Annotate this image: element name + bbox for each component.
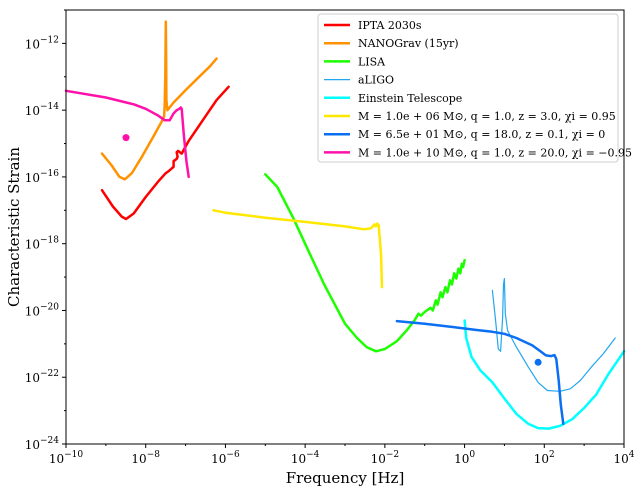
marker-point-1 [534, 358, 542, 366]
series-line-4 [463, 319, 626, 430]
series-line-2 [264, 173, 466, 353]
x-tick-label-3: 10−4 [291, 450, 320, 466]
x-tick-label-2: 10−6 [211, 450, 240, 466]
point-layer [122, 134, 542, 366]
y-tick-label-1: 10−22 [25, 369, 59, 385]
x-tick-label-6: 102 [534, 450, 555, 466]
series-layer [64, 20, 626, 430]
legend-entries: IPTA 2030s NANOGrav (15yr) LISA aLIGO Einste… [324, 19, 632, 159]
series-line-5 [212, 209, 384, 289]
legend-box [317, 13, 619, 163]
x-tick-label-0: 10−10 [49, 450, 84, 466]
x-tick-label-7: 104 [613, 450, 634, 466]
legend-label-2: LISA [358, 55, 386, 68]
series-line-6 [395, 319, 565, 426]
legend-label-4: Einstein Telescope [358, 92, 462, 105]
legend: IPTA 2030s NANOGrav (15yr) LISA aLIGO Einste… [317, 13, 632, 163]
series-line-1 [100, 20, 218, 181]
y-tick-label-6: 10−12 [25, 35, 59, 51]
y-axis-ticks: 10−24 10−22 10−20 10−18 10−16 10−14 10−12 [25, 9, 66, 452]
legend-label-3: aLIGO [358, 74, 394, 87]
legend-label-6: M = 6.5e + 01 M⊙, q = 18.0, z = 0.1, χi … [358, 128, 605, 141]
legend-label-1: NANOGrav (15yr) [358, 37, 459, 50]
legend-label-0: IPTA 2030s [358, 19, 422, 32]
y-tick-label-0: 10−24 [25, 436, 60, 452]
y-axis-label: Characteristic Strain [5, 147, 23, 307]
y-tick-label-2: 10−20 [25, 302, 60, 318]
x-axis-label: Frequency [Hz] [286, 469, 405, 487]
legend-label-7: M = 1.0e + 10 M⊙, q = 1.0, z = 20.0, χi … [358, 146, 632, 159]
marker-point-0 [122, 134, 130, 142]
x-tick-label-1: 10−8 [131, 450, 160, 466]
series-line-7 [64, 89, 190, 179]
x-axis-ticks: 10−10 10−8 10−6 10−4 10−2 100 102 104 [49, 444, 635, 466]
legend-label-5: M = 1.0e + 06 M⊙, q = 1.0, z = 3.0, χi =… [358, 110, 616, 123]
y-tick-label-5: 10−14 [25, 102, 60, 118]
y-tick-label-4: 10−16 [25, 169, 60, 185]
series-line-3 [491, 278, 616, 392]
x-tick-label-4: 10−2 [371, 450, 400, 466]
x-tick-label-5: 100 [454, 450, 475, 466]
y-tick-label-3: 10−18 [25, 236, 60, 252]
